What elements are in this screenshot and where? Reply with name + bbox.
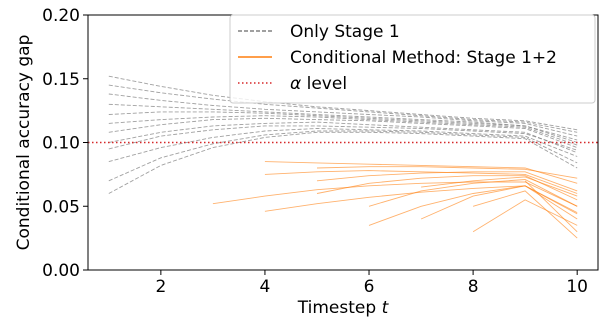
legend-alpha-text: level bbox=[307, 74, 347, 94]
y-tick-label: 0.15 bbox=[42, 70, 80, 90]
y-tick-label: 0.05 bbox=[42, 197, 80, 217]
legend-box bbox=[229, 14, 596, 104]
conditional-series-line-16 bbox=[264, 161, 578, 184]
stage1-series-line-10 bbox=[108, 117, 578, 149]
legend-alpha-symbol: α bbox=[290, 74, 301, 94]
series-layer bbox=[108, 75, 578, 239]
legend-label-conditional-method: Conditional Method: Stage 1+2 bbox=[290, 48, 557, 68]
x-axis-label-text: Timestep bbox=[297, 298, 376, 318]
conditional-series-line-24 bbox=[316, 166, 578, 179]
x-axis-label-variable: t bbox=[382, 298, 390, 318]
stage1-series-line-2 bbox=[108, 103, 578, 141]
x-tick-label: 4 bbox=[260, 277, 271, 297]
stage1-series-line-7 bbox=[108, 125, 578, 151]
legend-label-only-stage-1: Only Stage 1 bbox=[290, 22, 400, 42]
x-tick-label: 6 bbox=[364, 277, 375, 297]
y-axis-label: Conditional accuracy gap bbox=[14, 35, 34, 251]
stage1-series-line-3 bbox=[108, 128, 578, 163]
stage1-series-line-4 bbox=[108, 84, 578, 133]
conditional-series-line-19 bbox=[316, 171, 578, 192]
conditional-series-line-20 bbox=[368, 185, 578, 226]
conditional-series-line-15 bbox=[420, 185, 578, 220]
stage1-series-line-6 bbox=[108, 111, 578, 143]
legend: Only Stage 1 Conditional Method: Stage 1… bbox=[229, 14, 596, 104]
conditional-series-line-17 bbox=[472, 199, 578, 233]
conditional-series-line-14 bbox=[368, 179, 578, 207]
stage1-series-line-5 bbox=[108, 130, 578, 182]
y-tick-label: 0.20 bbox=[42, 6, 80, 26]
conditional-series-line-18 bbox=[212, 181, 578, 207]
x-tick-label: 8 bbox=[468, 277, 479, 297]
y-tick-label: 0.00 bbox=[42, 261, 80, 281]
stage1-series-line-8 bbox=[108, 93, 578, 137]
stage1-series-line-11 bbox=[108, 75, 578, 131]
stage1-series-line-1 bbox=[108, 121, 578, 154]
x-tick-label: 2 bbox=[155, 277, 166, 297]
stage1-series-line-0 bbox=[108, 115, 578, 146]
x-axis-label: Timestep t bbox=[297, 298, 390, 318]
ticks-layer: 2 4 6 8 10 0.00 0.05 0.10 0.15 0.20 bbox=[42, 6, 588, 297]
conditional-series-line-12 bbox=[264, 170, 578, 194]
legend-label-alpha-level: α level bbox=[290, 74, 347, 94]
conditional-series-line-25 bbox=[524, 180, 578, 233]
conditional-series-line-21 bbox=[421, 176, 578, 197]
x-tick-label: 10 bbox=[566, 277, 588, 297]
conditional-series-line-22 bbox=[472, 190, 578, 239]
stage1-series-line-9 bbox=[108, 131, 578, 194]
conditional-series-line-23 bbox=[264, 185, 578, 215]
y-tick-label: 0.10 bbox=[42, 134, 80, 154]
